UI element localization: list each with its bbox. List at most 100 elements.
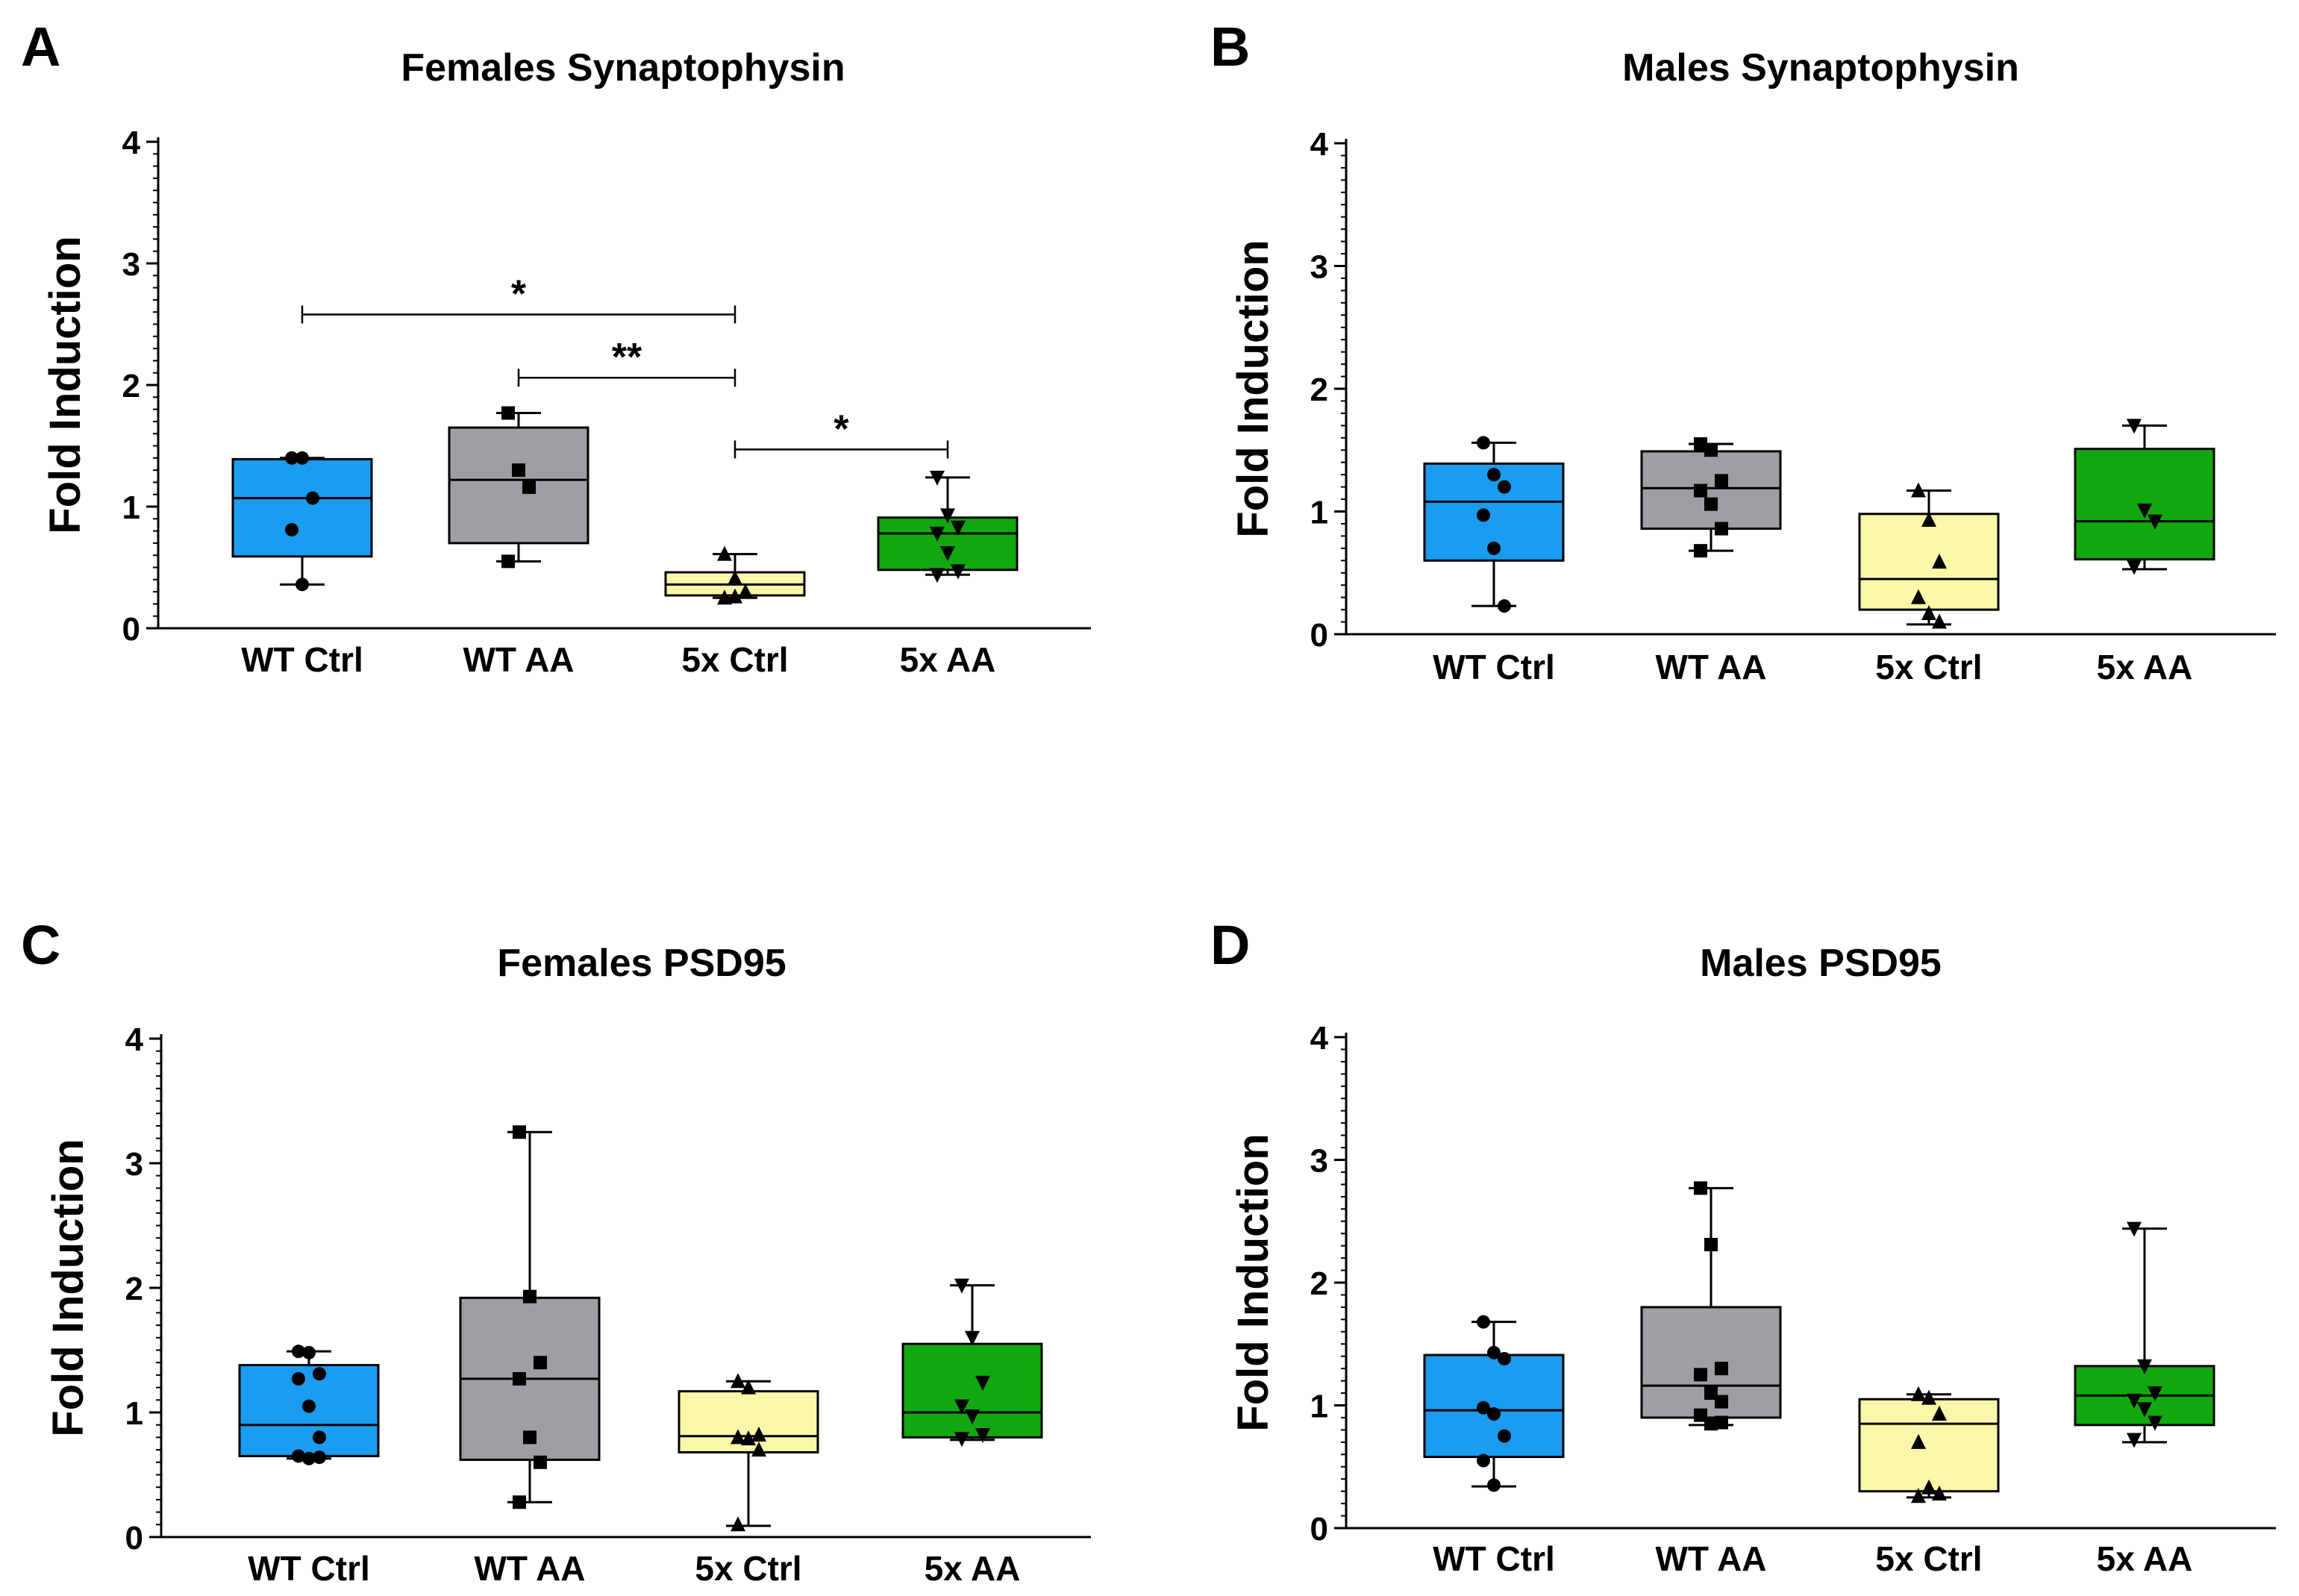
data-point xyxy=(2127,419,2142,434)
data-point xyxy=(951,520,966,536)
data-point xyxy=(1694,437,1707,451)
x-tick-label: 5x AA xyxy=(925,1549,1021,1588)
y-axis-label: Fold Induction xyxy=(41,236,90,533)
data-point xyxy=(523,1289,537,1304)
data-point xyxy=(1932,1485,1947,1500)
panels: A Females Synaptophysin Fold Induction 0 1 2 3… xyxy=(21,16,2276,1588)
data-point xyxy=(731,1373,745,1389)
y-tick-label: 0 xyxy=(122,611,140,648)
y-tick-label: 2 xyxy=(125,1271,143,1307)
data-point xyxy=(1477,1453,1490,1468)
chart-title: Females Synaptophysin xyxy=(401,46,845,90)
data-point xyxy=(292,1449,305,1463)
data-point xyxy=(717,545,732,561)
data-point xyxy=(741,1430,756,1446)
data-point xyxy=(940,545,955,561)
data-point xyxy=(292,1371,305,1386)
box-5x-ctrl xyxy=(664,545,806,605)
y-tick-label: 4 xyxy=(122,125,141,161)
data-point xyxy=(751,1427,766,1442)
data-point xyxy=(523,1430,537,1445)
box-5x-ctrl xyxy=(1858,1386,2000,1503)
data-point xyxy=(930,470,945,486)
data-point xyxy=(2148,1386,2162,1402)
panel-letter: D xyxy=(1210,914,1250,976)
data-point xyxy=(731,1516,745,1532)
data-point xyxy=(2127,1221,2142,1237)
panel-c: C Females PSD95 Fold Induction 0 1 2 3 4 WT Ctrl… xyxy=(21,914,1091,1588)
iqr-box xyxy=(2074,448,2215,561)
data-point xyxy=(1911,1433,1926,1449)
data-point xyxy=(1694,1368,1707,1382)
data-point xyxy=(1477,1401,1490,1415)
box-wt-aa xyxy=(448,406,589,569)
significance-bracket: * xyxy=(301,272,736,324)
y-tick-label: 1 xyxy=(1310,495,1328,531)
data-point xyxy=(951,564,966,580)
data-point xyxy=(930,568,945,583)
data-point xyxy=(954,1432,969,1448)
data-point xyxy=(1704,443,1718,457)
data-point xyxy=(501,406,515,420)
data-point xyxy=(1704,1238,1718,1252)
x-tick-label: 5x AA xyxy=(2097,648,2193,686)
iqr-box xyxy=(448,426,589,545)
data-point xyxy=(731,1429,745,1445)
significance-label: ** xyxy=(612,336,642,379)
chart-title: Males PSD95 xyxy=(1700,942,1942,985)
data-point xyxy=(1694,544,1707,558)
data-point xyxy=(1715,1362,1728,1376)
data-point xyxy=(313,1367,326,1381)
chart-title: Males Synaptophysin xyxy=(1622,46,2019,90)
y-axis-label: Fold Induction xyxy=(1229,240,1277,537)
box-5x-aa xyxy=(877,470,1019,583)
data-point xyxy=(313,1430,326,1445)
data-point xyxy=(302,1345,316,1359)
x-tick-label: WT Ctrl xyxy=(1433,1539,1555,1578)
data-point xyxy=(1715,1415,1728,1430)
data-point xyxy=(1921,605,1936,621)
box-wt-ctrl xyxy=(1423,1315,1565,1492)
y-tick-label: 0 xyxy=(1310,617,1328,654)
y-tick-label: 3 xyxy=(122,246,140,283)
box-5x-ctrl xyxy=(1858,482,2000,629)
data-point xyxy=(2148,514,2162,530)
data-point xyxy=(2137,503,2152,519)
chart-title: Females PSD95 xyxy=(497,942,786,985)
data-point xyxy=(513,1495,526,1509)
data-point xyxy=(930,526,945,542)
box-wt-aa xyxy=(1640,437,1782,558)
data-point xyxy=(1477,436,1490,450)
significance-bracket: ** xyxy=(517,336,736,387)
significance-label: * xyxy=(511,272,527,316)
box-5x-aa xyxy=(2074,419,2215,575)
box-wt-aa xyxy=(459,1125,601,1509)
panel-d: D Males PSD95 Fold Induction 0 1 2 3 4 WT Ctrl WT… xyxy=(1210,914,2276,1578)
y-tick-label: 4 xyxy=(125,1021,144,1058)
data-point xyxy=(1498,1429,1511,1443)
data-point xyxy=(2127,1393,2142,1409)
data-point xyxy=(1911,1386,1926,1401)
x-tick-label: WT AA xyxy=(474,1549,585,1588)
x-tick-label: 5x Ctrl xyxy=(681,640,788,679)
significance-label: * xyxy=(833,407,849,451)
data-point xyxy=(1498,480,1511,494)
data-point xyxy=(954,1399,969,1415)
data-point xyxy=(512,463,525,478)
y-tick-label: 4 xyxy=(1310,126,1329,163)
box-5x-aa xyxy=(2074,1221,2215,1448)
data-point xyxy=(513,1371,526,1386)
x-tick-label: WT Ctrl xyxy=(1433,648,1555,686)
y-tick-label: 4 xyxy=(1310,1020,1329,1057)
panel-letter: A xyxy=(21,16,60,78)
data-point xyxy=(1911,589,1926,604)
y-axis-label: Fold Induction xyxy=(1229,1133,1277,1431)
panel-b: B Males Synaptophysin Fold Induction 0 1 2 3 4 W… xyxy=(1210,16,2276,686)
x-tick-label: WT Ctrl xyxy=(248,1549,370,1588)
data-point xyxy=(292,1345,305,1359)
y-tick-label: 2 xyxy=(122,368,140,404)
data-point xyxy=(1477,508,1490,522)
x-tick-label: 5x AA xyxy=(900,640,996,679)
